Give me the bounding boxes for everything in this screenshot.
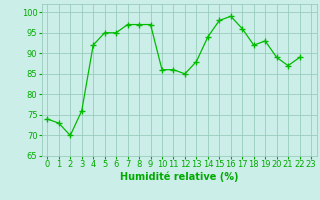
X-axis label: Humidité relative (%): Humidité relative (%) xyxy=(120,172,238,182)
